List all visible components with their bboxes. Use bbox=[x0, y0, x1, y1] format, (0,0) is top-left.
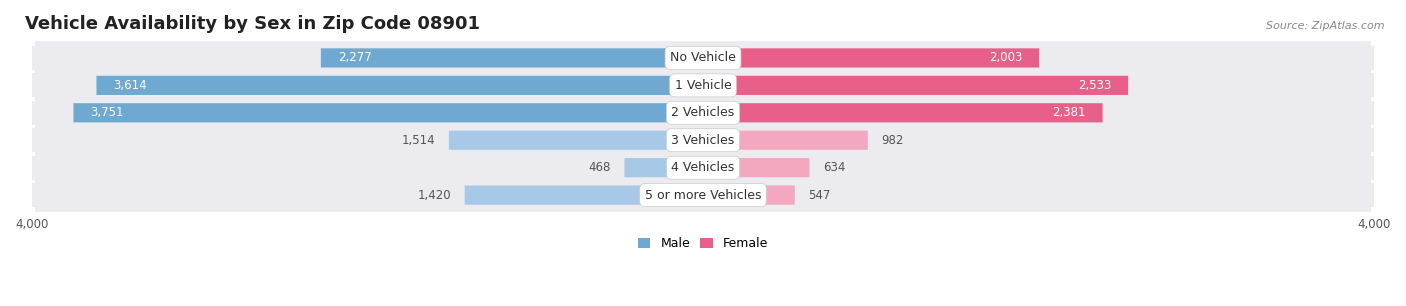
FancyBboxPatch shape bbox=[703, 158, 810, 177]
FancyBboxPatch shape bbox=[703, 185, 794, 205]
FancyBboxPatch shape bbox=[35, 124, 1371, 157]
FancyBboxPatch shape bbox=[703, 76, 1128, 95]
Text: 1,514: 1,514 bbox=[402, 134, 436, 147]
FancyBboxPatch shape bbox=[35, 178, 1371, 212]
FancyBboxPatch shape bbox=[464, 185, 703, 205]
Text: 5 or more Vehicles: 5 or more Vehicles bbox=[645, 188, 761, 202]
Bar bbox=[32, 73, 1374, 97]
FancyBboxPatch shape bbox=[321, 48, 703, 68]
Text: 2,533: 2,533 bbox=[1078, 79, 1111, 92]
FancyBboxPatch shape bbox=[73, 103, 703, 122]
Text: 3,751: 3,751 bbox=[90, 106, 124, 119]
Text: Source: ZipAtlas.com: Source: ZipAtlas.com bbox=[1267, 21, 1385, 32]
Text: 2,381: 2,381 bbox=[1052, 106, 1085, 119]
Text: 1,420: 1,420 bbox=[418, 188, 451, 202]
Text: 3 Vehicles: 3 Vehicles bbox=[672, 134, 734, 147]
FancyBboxPatch shape bbox=[449, 131, 703, 150]
Text: No Vehicle: No Vehicle bbox=[671, 51, 735, 65]
Text: 3,614: 3,614 bbox=[114, 79, 146, 92]
FancyBboxPatch shape bbox=[703, 48, 1039, 68]
FancyBboxPatch shape bbox=[703, 103, 1102, 122]
Text: Vehicle Availability by Sex in Zip Code 08901: Vehicle Availability by Sex in Zip Code … bbox=[25, 15, 479, 33]
Bar bbox=[32, 183, 1374, 207]
FancyBboxPatch shape bbox=[97, 76, 703, 95]
Bar bbox=[32, 46, 1374, 70]
Bar bbox=[32, 128, 1374, 152]
Text: 2,277: 2,277 bbox=[337, 51, 371, 65]
Bar bbox=[32, 101, 1374, 125]
FancyBboxPatch shape bbox=[35, 41, 1371, 75]
FancyBboxPatch shape bbox=[703, 131, 868, 150]
Text: 634: 634 bbox=[823, 161, 845, 174]
Legend: Male, Female: Male, Female bbox=[633, 232, 773, 255]
Text: 2,003: 2,003 bbox=[988, 51, 1022, 65]
FancyBboxPatch shape bbox=[35, 69, 1371, 102]
Text: 982: 982 bbox=[882, 134, 904, 147]
Bar bbox=[32, 155, 1374, 180]
Text: 1 Vehicle: 1 Vehicle bbox=[675, 79, 731, 92]
Text: 468: 468 bbox=[589, 161, 612, 174]
Text: 4 Vehicles: 4 Vehicles bbox=[672, 161, 734, 174]
FancyBboxPatch shape bbox=[624, 158, 703, 177]
FancyBboxPatch shape bbox=[35, 96, 1371, 129]
Text: 547: 547 bbox=[808, 188, 831, 202]
FancyBboxPatch shape bbox=[35, 151, 1371, 185]
Text: 2 Vehicles: 2 Vehicles bbox=[672, 106, 734, 119]
